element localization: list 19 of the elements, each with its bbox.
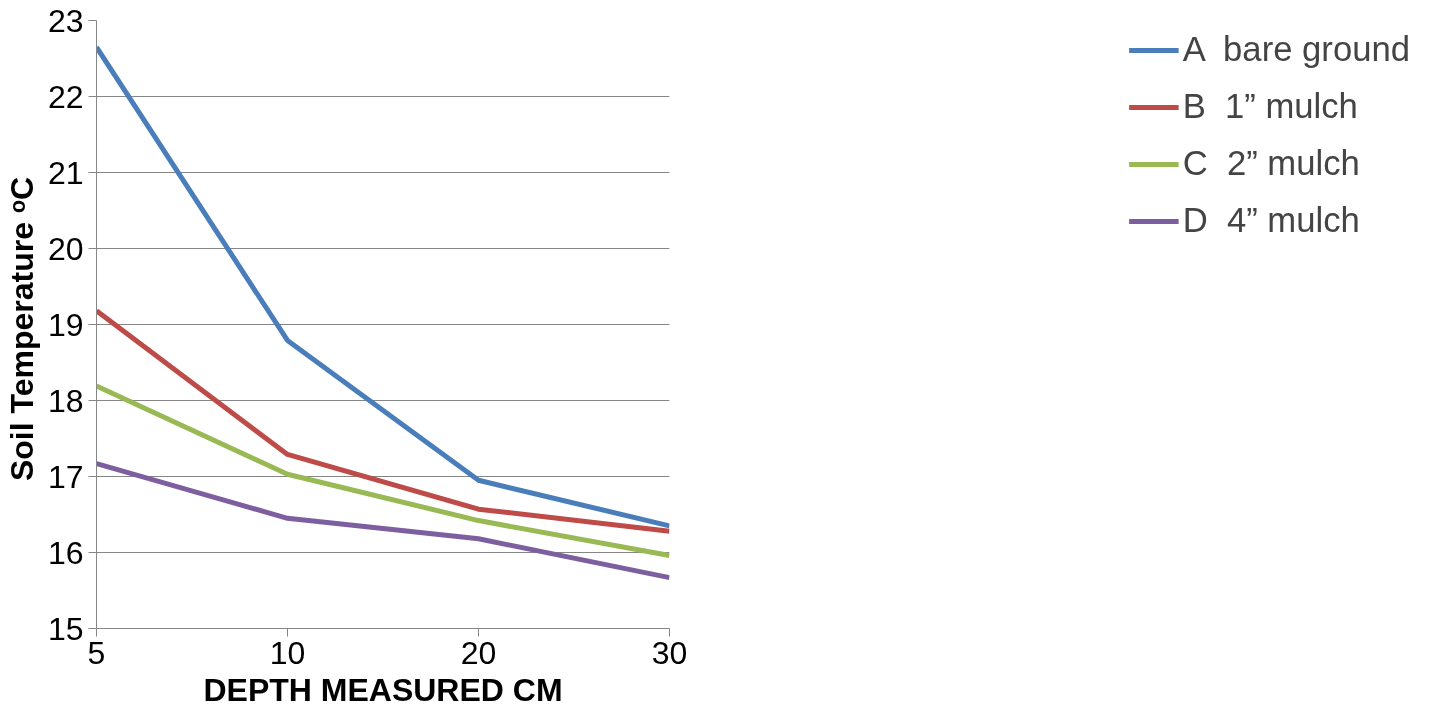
legend-label: D 4” mulch [1182,201,1360,240]
legend-label: B 1” mulch [1182,87,1358,126]
x-tick-label: 30 [651,634,688,671]
y-tick-label: 18 [47,382,84,419]
legend-label: A bare ground [1182,30,1410,69]
y-tick-label: 17 [47,458,84,495]
y-tick-label: 19 [47,306,84,343]
x-tick-label: 5 [87,634,106,671]
y-tick-label: 21 [47,154,84,191]
y-axis-title: Soil Temperature ᵒC [3,176,40,482]
y-tick-label: 16 [47,534,84,571]
y-tick-label: 20 [47,230,84,267]
x-tick-label: 10 [269,634,306,671]
x-tick-label: 20 [460,634,497,671]
x-axis-title: DEPTH MEASURED CM [203,671,563,708]
legend-label: C 2” mulch [1182,144,1360,183]
y-tick-label: 23 [47,2,84,39]
y-tick-label: 22 [47,78,84,115]
y-tick-label: 15 [47,610,84,647]
